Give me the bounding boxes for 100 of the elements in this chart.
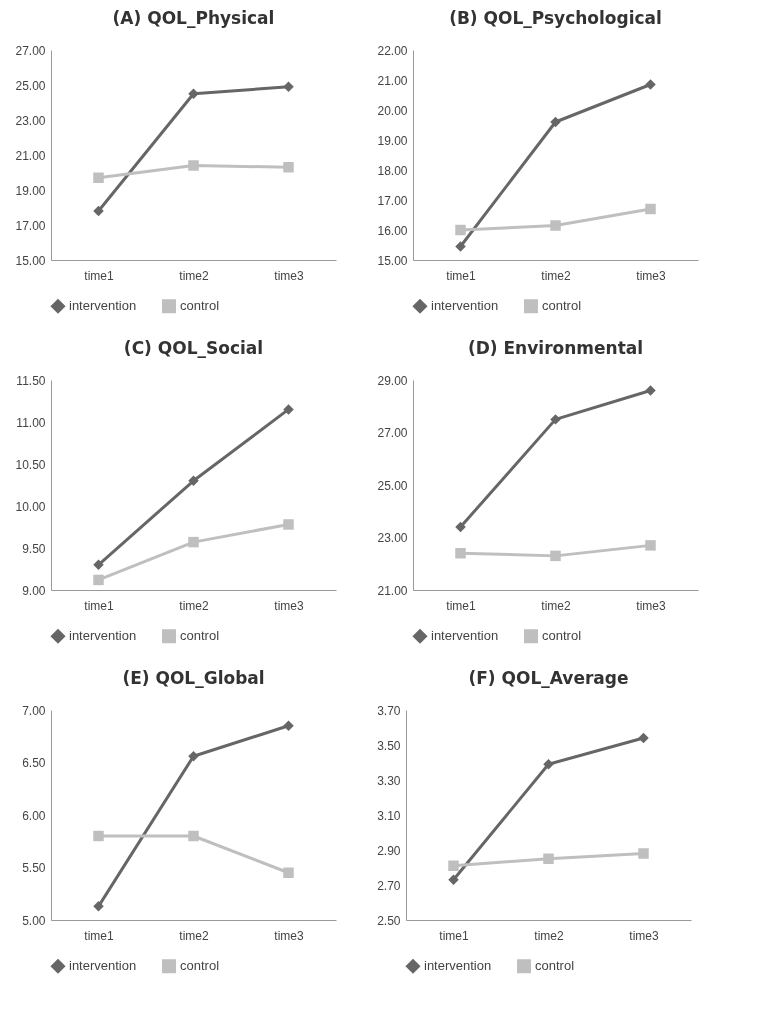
x-tick-label: time1 (446, 268, 476, 283)
x-tick-label: time2 (541, 598, 571, 613)
point (283, 81, 294, 92)
y-tick-label: 23.00 (15, 113, 46, 128)
x-tick-label: time3 (629, 928, 659, 943)
y-tick-label: 2.90 (377, 843, 401, 858)
point (283, 404, 294, 415)
point (645, 79, 656, 90)
point (93, 830, 104, 842)
y-tick-label: 10.00 (15, 499, 46, 514)
y-tick-label: 19.00 (15, 183, 46, 198)
legend-label: intervention (69, 958, 137, 974)
point (543, 759, 554, 770)
x-tick-label: time2 (179, 268, 209, 283)
point (550, 220, 561, 231)
point (283, 720, 294, 731)
point (188, 160, 199, 171)
point (550, 550, 561, 562)
point (188, 88, 199, 99)
y-tick-label: 11.00 (16, 415, 46, 430)
chart-title: (C) QOL_Social (123, 338, 264, 358)
x-tick-label: time2 (541, 268, 571, 283)
y-tick-label: 16.00 (377, 223, 408, 238)
point (188, 475, 199, 487)
x-tick-label: time1 (84, 268, 114, 283)
x-tick-label: time1 (439, 928, 469, 943)
legend-label: control (535, 958, 575, 974)
y-tick-label: 22.00 (377, 43, 408, 58)
y-tick-label: 9.50 (22, 541, 46, 556)
point (93, 205, 104, 217)
point (645, 385, 656, 396)
y-tick-label: 17.00 (15, 218, 46, 233)
legend-label: intervention (69, 298, 137, 314)
y-tick-label: 27.00 (15, 43, 46, 58)
point (448, 874, 459, 885)
x-tick-label: time3 (636, 268, 666, 283)
point (188, 830, 199, 842)
y-tick-label: 29.00 (377, 373, 408, 388)
x-tick-label: time3 (274, 268, 304, 283)
y-tick-label: 19.00 (377, 133, 408, 148)
chart-title: (D) Environmental (467, 338, 644, 358)
point (188, 536, 199, 548)
chart-title: (A) QOL_Physical (112, 8, 275, 28)
point (543, 853, 554, 864)
point (550, 414, 561, 425)
y-tick-label: 5.00 (22, 913, 46, 928)
y-tick-label: 7.00 (22, 703, 46, 718)
point (455, 224, 466, 236)
point (448, 860, 459, 871)
y-tick-label: 27.00 (377, 426, 408, 440)
x-tick-label: time2 (179, 928, 209, 943)
y-tick-label: 23.00 (377, 531, 408, 545)
legend-label: control (180, 298, 220, 314)
legend-label: intervention (69, 628, 137, 644)
y-tick-label: 9.00 (22, 583, 46, 598)
point (638, 732, 649, 744)
legend-label: control (180, 628, 220, 644)
legend-label: intervention (431, 298, 499, 314)
x-tick-label: time3 (636, 598, 666, 613)
y-tick-label: 21.00 (377, 73, 408, 88)
point (93, 574, 104, 586)
x-tick-label: time1 (84, 598, 114, 613)
y-tick-label: 3.30 (377, 773, 401, 788)
legend-label: intervention (424, 958, 492, 974)
y-tick-label: 3.10 (377, 808, 401, 823)
legend-label: intervention (431, 628, 499, 644)
y-tick-label: 25.00 (15, 78, 46, 93)
y-tick-label: 3.70 (377, 703, 401, 718)
legend-label: control (542, 628, 582, 644)
x-tick-label: time2 (534, 928, 564, 943)
point (93, 559, 104, 571)
y-tick-label: 15.00 (377, 253, 408, 268)
y-tick-label: 21.00 (15, 148, 46, 163)
point (188, 750, 199, 762)
y-tick-label: 3.50 (377, 738, 401, 753)
point (283, 519, 294, 530)
point (645, 540, 656, 551)
chart-title: (F) QOL_Average (468, 668, 629, 688)
point (455, 241, 466, 252)
y-tick-label: 5.50 (22, 861, 46, 875)
point (638, 848, 649, 859)
chart-title: (E) QOL_Global (122, 668, 265, 688)
point (645, 203, 656, 215)
x-tick-label: time2 (179, 598, 209, 613)
point (550, 116, 561, 128)
legend-label: control (180, 958, 220, 974)
point (455, 548, 466, 559)
y-tick-label: 21.00 (377, 583, 408, 598)
point (283, 162, 294, 173)
y-tick-label: 15.00 (15, 253, 46, 268)
legend-label: control (542, 298, 582, 314)
x-tick-label: time1 (84, 928, 114, 943)
y-tick-label: 18.00 (377, 163, 408, 178)
x-tick-label: time3 (274, 598, 304, 613)
y-tick-label: 10.50 (15, 457, 46, 472)
y-tick-label: 6.00 (22, 808, 46, 823)
x-tick-label: time1 (446, 598, 476, 613)
x-tick-label: time3 (274, 928, 304, 943)
point (93, 901, 104, 912)
chart-title: (B) QOL_Psychological (449, 8, 662, 28)
